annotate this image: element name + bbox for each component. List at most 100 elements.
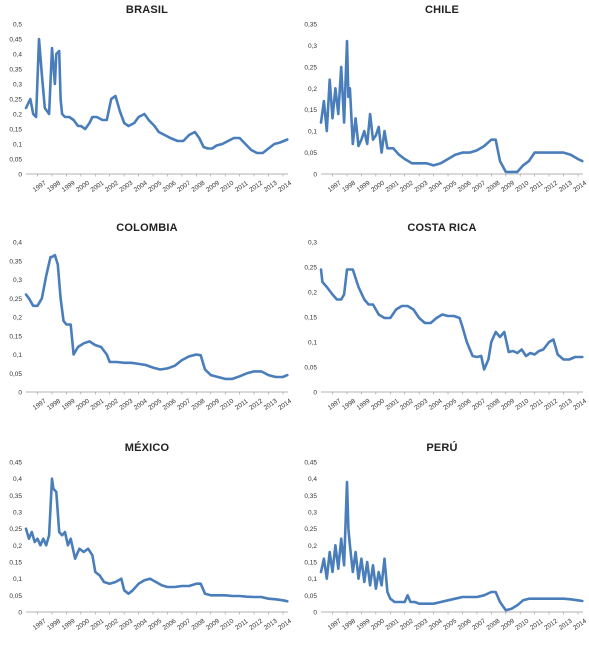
x-tick-label: 2001 bbox=[89, 618, 105, 632]
x-tick-label: 2001 bbox=[384, 180, 400, 194]
x-tick-label: 2002 bbox=[399, 618, 415, 632]
x-tick-label: 2011 bbox=[234, 180, 250, 194]
y-tick-label: 0 bbox=[313, 610, 317, 617]
y-tick-label: 0,05 bbox=[304, 593, 317, 600]
chart-title: MÉXICO bbox=[124, 442, 170, 454]
chart-svg: 0 0,05 0,1 0,15 0,2 0,25 0,3 0,35 0,4 0,45 0,5 1997… bbox=[9, 22, 293, 194]
x-tick-label: 2004 bbox=[133, 180, 149, 194]
x-tick-label: 2013 bbox=[263, 398, 279, 412]
x-tick-label: 2010 bbox=[514, 398, 530, 412]
chart-panel-chile: CHILE 0 0,05 0,1 0,15 0,2 0,25 0,3 0,35 1997 1998… bbox=[295, 0, 589, 214]
chart-panel-peru: PERÚ 0 0,05 0,1 0,15 0,2 0,25 0,3 0,35 0,4 0,45 19… bbox=[295, 438, 589, 652]
x-tick-label: 2010 bbox=[219, 398, 235, 412]
y-tick-label: 0,2 bbox=[13, 543, 22, 550]
series-line bbox=[24, 253, 289, 381]
y-tick-label: 0,4 bbox=[13, 476, 22, 483]
x-tick-label: 2011 bbox=[529, 618, 545, 632]
series-line bbox=[24, 477, 289, 603]
y-tick-label: 0,3 bbox=[13, 510, 22, 517]
x-tick-label: 2011 bbox=[234, 618, 250, 632]
x-tick-label: 2003 bbox=[413, 398, 429, 412]
x-tick-label: 2010 bbox=[514, 180, 530, 194]
x-tick-label: 2009 bbox=[205, 398, 221, 412]
y-tick-label: 0,1 bbox=[13, 142, 22, 149]
x-tick-label: 2007 bbox=[176, 398, 192, 412]
series-line bbox=[319, 268, 584, 371]
y-tick-label: 0,4 bbox=[13, 240, 22, 247]
x-tick-label: 1997 bbox=[32, 180, 48, 194]
x-tick-label: 2013 bbox=[558, 398, 574, 412]
x-tick-label: 2006 bbox=[162, 398, 178, 412]
x-tick-label: 2003 bbox=[413, 618, 429, 632]
y-tick-label: 0,35 bbox=[9, 493, 22, 500]
y-tick-label: 0,1 bbox=[308, 340, 317, 347]
x-tick-label: 2007 bbox=[176, 180, 192, 194]
x-tick-label: 2002 bbox=[104, 398, 120, 412]
y-tick-label: 0,4 bbox=[308, 476, 317, 483]
x-tick-label: 1998 bbox=[341, 618, 357, 632]
x-tick-label: 2003 bbox=[118, 180, 134, 194]
y-tick-label: 0,4 bbox=[13, 52, 22, 59]
x-tick-label: 1997 bbox=[32, 618, 48, 632]
x-tick-label: 2011 bbox=[529, 180, 545, 194]
y-tick-label: 0,45 bbox=[304, 460, 317, 467]
chart-title: COSTA RICA bbox=[407, 222, 477, 234]
x-tick-label: 2009 bbox=[205, 180, 221, 194]
x-tick-label: 1998 bbox=[46, 618, 62, 632]
x-tick-label: 2001 bbox=[89, 180, 105, 194]
x-tick-label: 2000 bbox=[370, 398, 386, 412]
y-tick-label: 0,35 bbox=[9, 67, 22, 74]
x-tick-label: 2005 bbox=[147, 398, 163, 412]
x-tick-label: 2003 bbox=[413, 180, 429, 194]
x-tick-label: 2001 bbox=[384, 398, 400, 412]
chart-svg: 00,050,10,150,20,250,3199719981999200020… bbox=[304, 240, 588, 412]
x-tick-label: 2014 bbox=[572, 180, 588, 194]
x-tick-label: 2003 bbox=[118, 398, 134, 412]
x-tick-label: 2007 bbox=[471, 618, 487, 632]
y-tick-label: 0,35 bbox=[304, 22, 317, 29]
chart-panel-costa-rica: COSTA RICA 0 0,05 0,1 0,15 0,2 0,25 0,3 1997 199… bbox=[295, 218, 589, 432]
x-tick-label: 2005 bbox=[442, 398, 458, 412]
y-tick-label: 0 bbox=[313, 172, 317, 179]
x-tick-label: 2003 bbox=[118, 618, 134, 632]
y-tick-label: 0,05 bbox=[9, 157, 22, 164]
x-tick-label: 1999 bbox=[61, 180, 77, 194]
x-tick-label: 2004 bbox=[428, 180, 444, 194]
x-tick-label: 2010 bbox=[219, 180, 235, 194]
y-tick-label: 0,15 bbox=[304, 560, 317, 567]
y-tick-label: 0,25 bbox=[9, 97, 22, 104]
x-tick-label: 2005 bbox=[442, 180, 458, 194]
y-tick-label: 0,15 bbox=[304, 107, 317, 114]
x-tick-label: 1999 bbox=[61, 398, 77, 412]
y-tick-label: 0,05 bbox=[304, 150, 317, 157]
chart-svg: 00,050,10,150,20,250,30,350,40,451997199… bbox=[9, 460, 293, 632]
x-tick-label: 2006 bbox=[162, 180, 178, 194]
x-tick-label: 1999 bbox=[356, 618, 372, 632]
y-tick-label: 0,2 bbox=[308, 86, 317, 93]
y-tick-label: 0,3 bbox=[308, 43, 317, 50]
x-tick-label: 2012 bbox=[248, 180, 264, 194]
x-tick-label: 2000 bbox=[370, 180, 386, 194]
y-tick-label: 0 bbox=[18, 610, 22, 617]
y-tick-label: 0,15 bbox=[9, 127, 22, 134]
y-tick-label: 0,15 bbox=[9, 560, 22, 567]
x-tick-label: 2006 bbox=[457, 398, 473, 412]
x-tick-label: 1998 bbox=[341, 180, 357, 194]
x-tick-label: 2000 bbox=[370, 618, 386, 632]
x-tick-label: 1997 bbox=[327, 398, 343, 412]
y-tick-label: 0,2 bbox=[308, 290, 317, 297]
x-tick-label: 2014 bbox=[277, 398, 293, 412]
x-tick-label: 2004 bbox=[133, 618, 149, 632]
x-tick-label: 2014 bbox=[572, 618, 588, 632]
y-tick-label: 0,05 bbox=[9, 593, 22, 600]
chart-panel-brasil: BRASIL 0 0,05 0,1 0,15 0,2 0,25 0,3 0,35 0,4 0,45… bbox=[0, 0, 294, 214]
x-tick-label: 2009 bbox=[500, 180, 516, 194]
y-tick-label: 0,1 bbox=[13, 576, 22, 583]
x-tick-label: 2012 bbox=[248, 618, 264, 632]
x-tick-label: 2014 bbox=[277, 618, 293, 632]
x-tick-label: 2004 bbox=[133, 398, 149, 412]
x-tick-label: 2000 bbox=[75, 618, 91, 632]
y-tick-label: 0,45 bbox=[9, 460, 22, 467]
y-tick-label: 0,05 bbox=[9, 371, 22, 378]
